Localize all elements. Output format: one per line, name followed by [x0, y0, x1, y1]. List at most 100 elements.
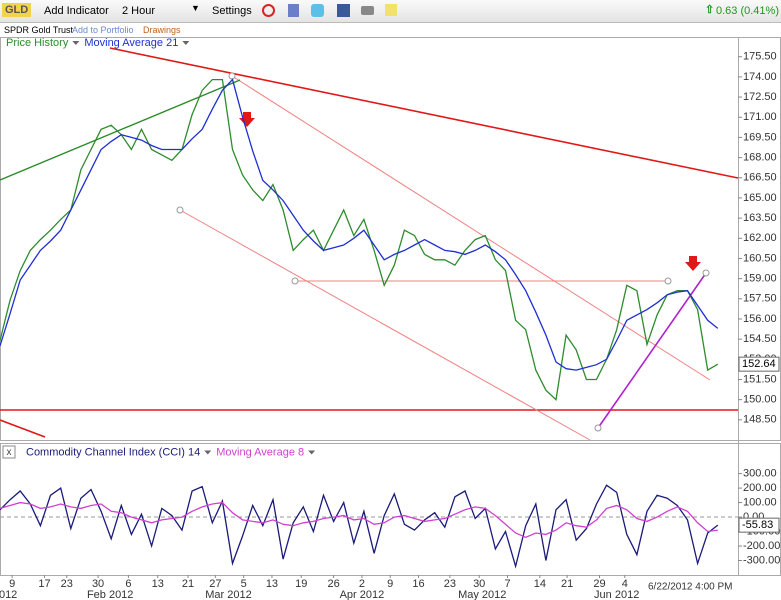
- x-tick-label: 23: [444, 578, 456, 590]
- x-tick-label: 29: [593, 578, 605, 590]
- x-tick-label: 7: [504, 578, 510, 590]
- y-tick-label: 169.50: [743, 131, 777, 143]
- x-tick-label: 9: [387, 578, 393, 590]
- book-icon[interactable]: [288, 4, 299, 17]
- x-tick-label: 14: [534, 578, 546, 590]
- month-label: 2012: [0, 589, 17, 600]
- sub-toolbar: SPDR Gold Trust Add to Portfolio Drawing…: [0, 23, 781, 37]
- cci-panel-frame: [0, 443, 781, 576]
- last-value: 152.64: [742, 358, 776, 370]
- handle[interactable]: [664, 277, 672, 285]
- up-arrow: ⇧: [705, 4, 715, 16]
- x-tick-label: 5: [241, 578, 247, 590]
- x-tick-label: 13: [266, 578, 278, 590]
- menu-item[interactable]: Add Indicator: [44, 5, 109, 17]
- dropdown-arrow[interactable]: ▼: [191, 3, 200, 13]
- camera-icon[interactable]: [361, 6, 374, 15]
- series-line: [0, 78, 719, 371]
- trend-line: [0, 419, 46, 438]
- y-tick-label: 171.00: [743, 111, 777, 123]
- y-tick-label: -200.00: [743, 540, 780, 552]
- last-value-box: [738, 517, 780, 533]
- link[interactable]: Add to Portfolio: [72, 25, 134, 35]
- x-tick-label: 19: [295, 578, 307, 590]
- legend-dropdown: [204, 450, 212, 455]
- handle[interactable]: [176, 206, 184, 214]
- legend-entry[interactable]: Price History: [6, 37, 69, 49]
- symbol[interactable]: GLD: [2, 3, 32, 17]
- series-line: [0, 501, 718, 539]
- x-tick-label: 26: [327, 578, 339, 590]
- y-tick-label: 174.00: [743, 71, 777, 83]
- x-tick-label: 2: [359, 578, 365, 590]
- legend-dropdown: [182, 41, 190, 45]
- legend-entry[interactable]: Commodity Channel Index (CCI) 14: [26, 446, 200, 458]
- x-tick-label: 23: [61, 578, 73, 590]
- y-tick-label: -300.00: [743, 554, 780, 566]
- legend-entry[interactable]: Moving Average 8: [216, 446, 304, 458]
- legend-dropdown: [72, 41, 80, 45]
- y-tick-label: 154.50: [743, 333, 777, 345]
- channel-line: [231, 75, 711, 381]
- menu-item[interactable]: 2 Hour: [122, 5, 156, 17]
- handle[interactable]: [228, 72, 236, 80]
- y-tick-label: 168.00: [743, 151, 777, 163]
- note-icon[interactable]: [385, 4, 397, 16]
- menu-item[interactable]: Settings: [212, 5, 252, 17]
- y-tick-label: 162.00: [743, 232, 777, 244]
- link[interactable]: Drawings: [143, 25, 181, 35]
- y-tick-label: 159.00: [743, 273, 777, 285]
- handle[interactable]: [594, 424, 602, 432]
- drawings: [0, 47, 739, 441]
- twitter-icon[interactable]: [311, 4, 324, 17]
- month-label: Feb 2012: [87, 589, 133, 600]
- last-value-box: [738, 356, 780, 372]
- y-tick-label: 175.50: [743, 51, 777, 63]
- close-icon[interactable]: x: [7, 447, 12, 458]
- y-tick-label: 200.00: [743, 482, 777, 494]
- x-tick-label: 30: [92, 578, 104, 590]
- y-tick-label: 157.50: [743, 293, 777, 305]
- legend-entry[interactable]: Moving Average 21: [84, 37, 178, 49]
- x-tick-label: 13: [152, 578, 164, 590]
- handle[interactable]: [291, 277, 299, 285]
- month-label: Apr 2012: [340, 589, 385, 600]
- x-tick-label: 17: [38, 578, 50, 590]
- x-tick-label: 4: [622, 578, 628, 590]
- facebook-icon[interactable]: [337, 4, 350, 17]
- month-label: Mar 2012: [205, 589, 251, 600]
- series-line: [0, 78, 719, 402]
- y-tick-label: 166.50: [743, 172, 777, 184]
- x-tick-label: 6: [125, 578, 131, 590]
- trend-line: [597, 272, 707, 429]
- x-tick-label: 21: [182, 578, 194, 590]
- channel-line: [179, 209, 591, 441]
- instrument-name: SPDR Gold Trust: [4, 25, 74, 35]
- alert-icon[interactable]: [262, 4, 275, 17]
- timestamp: 6/22/2012 4:00 PM: [648, 582, 733, 593]
- legend-dropdown: [308, 450, 316, 455]
- price-panel-frame: [0, 37, 781, 441]
- y-tick-label: 150.00: [743, 394, 777, 406]
- last-value: -55.83: [742, 519, 773, 531]
- y-tick-label: 100.00: [743, 496, 777, 508]
- arrow-marker: [239, 112, 255, 127]
- price-change: 0.63 (0.41%): [716, 5, 779, 17]
- y-tick-label: 163.50: [743, 212, 777, 224]
- series-line: [0, 484, 719, 569]
- x-tick-label: 27: [209, 578, 221, 590]
- month-label: Jun 2012: [594, 589, 639, 600]
- y-tick-label: 172.50: [743, 91, 777, 103]
- y-tick-label: 300.00: [743, 467, 777, 479]
- y-tick-label: 151.50: [743, 373, 777, 385]
- month-label: May 2012: [458, 589, 506, 600]
- trend-line: [0, 79, 241, 181]
- arrow-marker: [685, 256, 701, 271]
- y-tick-label: 165.00: [743, 192, 777, 204]
- handle[interactable]: [702, 269, 710, 277]
- y-tick-label: 156.00: [743, 313, 777, 325]
- close-button[interactable]: [2, 445, 16, 459]
- x-tick-label: 30: [473, 578, 485, 590]
